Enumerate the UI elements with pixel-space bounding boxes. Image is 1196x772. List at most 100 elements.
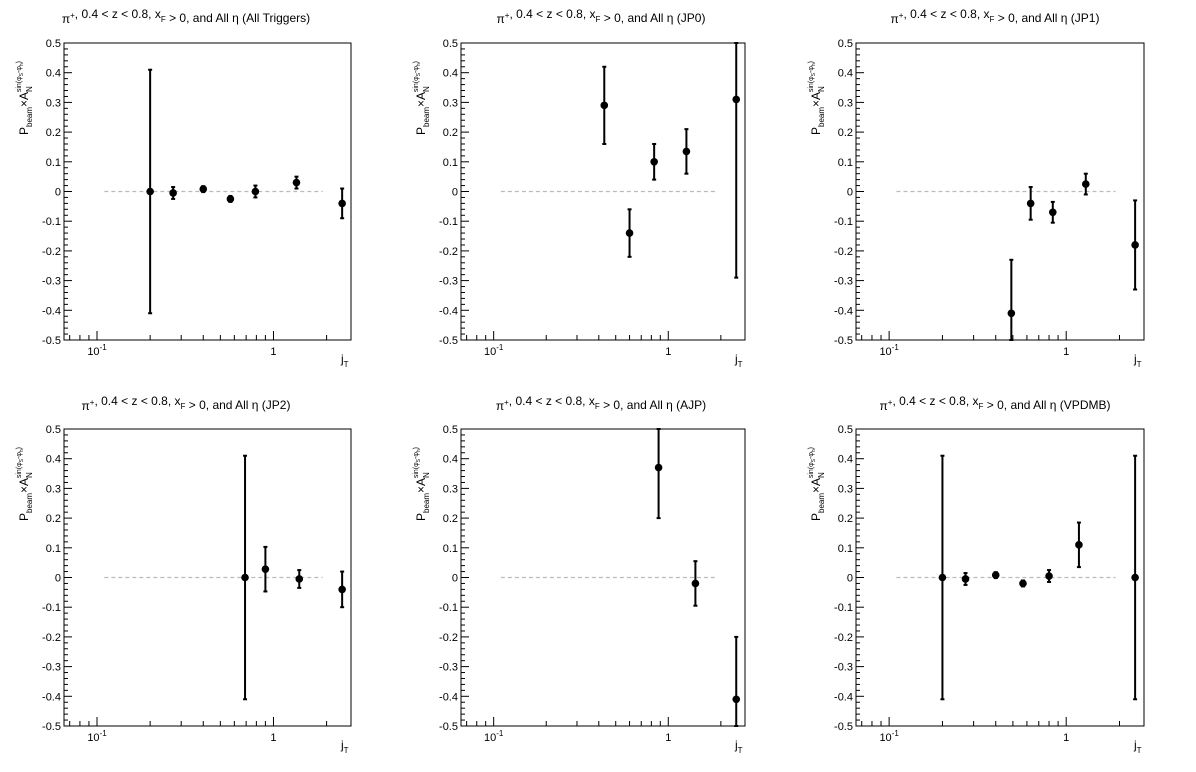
chart-pad-2: π+, 0.4 < z < 0.8, xF > 0, and All η (JP… [413, 7, 746, 369]
chart-pad-6: π+, 0.4 < z < 0.8, xF > 0, and All η (VP… [808, 394, 1145, 755]
y-tick-label: 0.2 [838, 127, 853, 139]
data-point [295, 569, 304, 589]
y-tick-label: 0 [55, 187, 61, 199]
y-tick-label: -0.4 [439, 691, 458, 703]
y-tick-label: 0.4 [46, 68, 61, 80]
y-tick-label: -0.1 [42, 602, 61, 614]
x-tick-label: 1 [665, 732, 671, 744]
data-point [1019, 579, 1027, 588]
y-tick-label: -0.5 [439, 335, 458, 347]
chart-pad-3: π+, 0.4 < z < 0.8, xF > 0, and All η (JP… [808, 7, 1145, 369]
data-point [292, 175, 301, 190]
y-tick-label: -0.1 [42, 216, 61, 228]
marker [691, 579, 700, 588]
y-tick-label: 0 [452, 573, 458, 585]
y-tick-label: -0.3 [439, 662, 458, 674]
y-tick-label: 0.4 [838, 68, 853, 80]
data-point [600, 65, 609, 145]
data-point [338, 570, 346, 609]
y-tick-label: -0.4 [834, 691, 853, 703]
data-point [1026, 186, 1035, 221]
chart-title: π+, 0.4 < z < 0.8, xF > 0, and All η (Al… [62, 7, 310, 26]
data-point [199, 185, 208, 194]
y-tick-label: 0.1 [443, 543, 458, 555]
y-tick-label: -0.1 [834, 216, 853, 228]
data-point [732, 635, 741, 727]
marker [991, 571, 1000, 579]
y-tick-label: 0.2 [46, 513, 61, 525]
x-tick-label: 1 [665, 346, 671, 358]
data-point [241, 454, 249, 701]
y-tick-label: 0.4 [46, 454, 61, 466]
data-point [650, 142, 658, 181]
y-tick-label: 0.3 [443, 483, 458, 495]
y-tick-label: 0.3 [46, 483, 61, 495]
y-tick-label: -0.2 [834, 632, 853, 644]
marker [146, 187, 154, 196]
marker [1048, 208, 1057, 217]
data-point [338, 187, 346, 220]
marker [1075, 541, 1083, 549]
y-tick-label: -0.2 [439, 246, 458, 258]
y-tick-label: 0.3 [838, 97, 853, 109]
marker [1131, 241, 1139, 249]
y-tick-label: 0.2 [443, 127, 458, 139]
y-tick-label: -0.3 [834, 276, 853, 288]
data-point [1048, 200, 1057, 224]
data-point [1131, 199, 1139, 291]
y-tick-label: 0.4 [838, 454, 853, 466]
y-tick-label: 0.2 [838, 513, 853, 525]
y-tick-label: 0.5 [443, 38, 458, 50]
data-point [991, 571, 1000, 580]
marker [199, 185, 208, 193]
marker [1081, 180, 1090, 188]
y-tick-label: -0.3 [834, 662, 853, 674]
x-axis-title: jT [1133, 352, 1142, 369]
y-tick-label: -0.3 [439, 276, 458, 288]
x-axis-title: jT [734, 738, 743, 755]
x-tick-label: 10-1 [87, 343, 107, 358]
x-tick-label: 10-1 [484, 343, 504, 358]
y-tick-label: 0.4 [443, 454, 458, 466]
y-axis-title: Pbeam×ANsin(φS-φh) [808, 447, 826, 521]
y-tick-label: -0.4 [42, 691, 61, 703]
marker [261, 565, 270, 573]
x-axis-title: jT [340, 738, 349, 755]
y-tick-label: 0.2 [443, 513, 458, 525]
chart-title: π+, 0.4 < z < 0.8, xF > 0, and All η (JP… [891, 7, 1100, 26]
y-axis-title: Pbeam×ANsin(φS-φh) [413, 61, 431, 135]
marker [251, 187, 260, 196]
y-tick-label: 0.1 [838, 543, 853, 555]
y-tick-label: -0.5 [834, 335, 853, 347]
data-point [146, 68, 154, 315]
y-tick-label: 0 [847, 187, 853, 199]
x-tick-label: 10-1 [484, 729, 504, 744]
x-tick-label: 10-1 [879, 729, 899, 744]
marker [600, 101, 609, 110]
marker [226, 195, 235, 203]
data-point [961, 572, 970, 586]
y-tick-label: -0.5 [42, 335, 61, 347]
y-tick-label: 0 [55, 573, 61, 585]
y-tick-label: -0.1 [439, 602, 458, 614]
data-point [226, 194, 235, 203]
x-axis-title: jT [734, 352, 743, 369]
y-tick-label: 0.5 [46, 38, 61, 50]
data-point [261, 545, 270, 593]
chart-pad-1: π+, 0.4 < z < 0.8, xF > 0, and All η (Al… [16, 7, 352, 369]
data-point [1007, 258, 1016, 341]
y-tick-label: 0.1 [443, 157, 458, 169]
y-axis-title: Pbeam×ANsin(φS-φh) [16, 61, 34, 135]
y-tick-label: -0.4 [439, 305, 458, 317]
y-axis-title: Pbeam×ANsin(φS-φh) [808, 61, 826, 135]
data-point [251, 184, 260, 199]
x-tick-label: 1 [270, 346, 276, 358]
marker [1026, 199, 1035, 208]
y-tick-label: -0.5 [42, 721, 61, 733]
data-point [654, 428, 663, 520]
marker [732, 695, 741, 704]
marker [169, 189, 177, 197]
y-tick-label: -0.4 [42, 305, 61, 317]
data-point [682, 128, 691, 175]
marker [241, 573, 249, 582]
